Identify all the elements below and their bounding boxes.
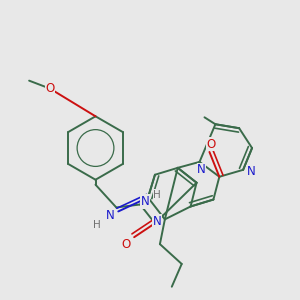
Text: H: H xyxy=(93,220,101,230)
Text: O: O xyxy=(122,238,131,250)
Text: N: N xyxy=(106,209,115,222)
Text: O: O xyxy=(207,138,216,151)
Text: O: O xyxy=(45,82,55,95)
Text: N: N xyxy=(153,215,161,228)
Text: N: N xyxy=(247,165,255,178)
Text: H: H xyxy=(153,190,161,200)
Text: N: N xyxy=(141,195,149,208)
Text: N: N xyxy=(197,163,206,176)
